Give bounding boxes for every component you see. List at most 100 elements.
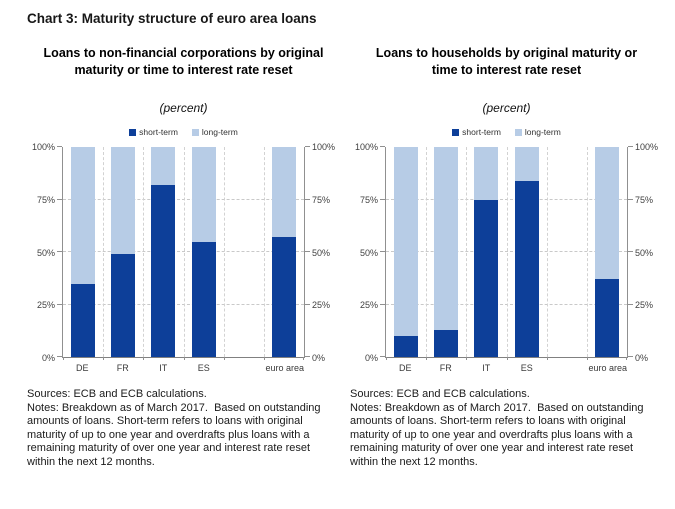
- x-axis-label: ES: [520, 363, 533, 373]
- gridline-vertical: [546, 147, 548, 357]
- x-axis-tick: [183, 357, 185, 360]
- y-axis-label: 25%: [359, 300, 378, 311]
- bar-segment-short-term: [191, 241, 216, 357]
- bar-segment-short-term: [394, 336, 419, 357]
- y-axis-tick: [628, 356, 633, 357]
- legend-label: short-term: [139, 127, 178, 137]
- x-axis-label: IT: [482, 363, 491, 373]
- y-axis-tick: [380, 303, 385, 305]
- stacked-bar-IT: [474, 147, 499, 357]
- stacked-bar-IT: [151, 147, 176, 357]
- y-axis-label: 0%: [635, 353, 649, 363]
- y-axis-tick: [628, 198, 633, 200]
- x-axis-tick: [223, 357, 225, 360]
- y-axis-tick: [305, 251, 310, 252]
- bar-segment-short-term: [514, 180, 539, 357]
- y-axis-label: 0%: [41, 353, 55, 363]
- y-axis-tick: [628, 146, 633, 147]
- bar-segment-long-term: [474, 147, 499, 200]
- y-axis-tick: [380, 146, 385, 147]
- legend-label: long-term: [201, 127, 238, 137]
- y-axis-label: 50%: [635, 247, 654, 258]
- x-axis-tick: [303, 357, 304, 360]
- bar-segment-short-term: [271, 237, 296, 357]
- x-axis-tick: [426, 357, 428, 360]
- bar-segment-short-term: [151, 184, 176, 357]
- x-axis-labels: DE FR IT ES euro area: [62, 358, 305, 374]
- legend-swatch-long-term-icon: [514, 128, 522, 136]
- plot-area: [380, 146, 633, 360]
- x-axis-tick: [143, 357, 145, 360]
- y-axis-label: 75%: [312, 194, 331, 205]
- y-axis-tick: [57, 303, 62, 305]
- y-axis-tick: [628, 303, 633, 305]
- y-axis-label: 50%: [36, 247, 55, 258]
- y-axis-label: 75%: [359, 194, 378, 205]
- bar-segment-long-term: [394, 147, 419, 336]
- x-axis-label: euro area: [588, 363, 628, 373]
- chart-panel-nfc: Loans to non-financial corporations by o…: [27, 45, 340, 469]
- y-axis-label: 75%: [36, 194, 55, 205]
- bar-segment-short-term: [434, 329, 459, 357]
- y-axis-right: 0% 25% 50% 75% 100%: [305, 142, 340, 363]
- chart-subtitle: (percent): [159, 101, 208, 115]
- y-axis-label: 100%: [312, 142, 336, 152]
- x-axis-label: FR: [439, 363, 452, 373]
- x-axis-label: IT: [159, 363, 168, 373]
- x-axis-label: ES: [197, 363, 210, 373]
- plot-mid: DE FR IT ES euro area: [57, 146, 310, 374]
- legend-item-short-term: short-term: [452, 127, 501, 137]
- stacked-bar-FR: [111, 147, 136, 357]
- bar-segment-short-term: [594, 279, 619, 357]
- y-axis-tick: [305, 146, 310, 147]
- legend-item-long-term: long-term: [514, 127, 561, 137]
- y-axis-tick: [628, 251, 633, 252]
- x-axis-label: euro area: [265, 363, 305, 373]
- plot-row: 0% 25% 50% 75% 100% DE FR IT ES euro area 0% 25% 5…: [350, 142, 663, 374]
- y-axis-tick: [57, 198, 62, 200]
- y-axis-tick: [380, 356, 385, 357]
- x-axis-tick: [103, 357, 105, 360]
- stacked-bar-DE: [394, 147, 419, 357]
- x-axis-tick: [386, 357, 387, 360]
- x-axis-tick: [263, 357, 265, 360]
- chart-footnote: Sources: ECB and ECB calculations. Notes…: [350, 388, 644, 468]
- x-axis-tick: [546, 357, 548, 360]
- page-title: Chart 3: Maturity structure of euro area…: [27, 11, 317, 26]
- x-axis-label: FR: [116, 363, 129, 373]
- legend-item-long-term: long-term: [191, 127, 238, 137]
- y-axis-label: 25%: [312, 300, 331, 311]
- gridline-vertical: [223, 147, 225, 357]
- stacked-bar-euro-area: [594, 147, 619, 357]
- bar-segment-short-term: [111, 254, 136, 357]
- x-axis-tick: [586, 357, 588, 360]
- y-axis-label: 25%: [635, 300, 654, 311]
- bar-segment-long-term: [71, 147, 96, 284]
- stacked-bar-ES: [514, 147, 539, 357]
- y-axis-label: 75%: [635, 194, 654, 205]
- bar-segment-long-term: [514, 147, 539, 181]
- legend-item-short-term: short-term: [129, 127, 178, 137]
- stacked-bar-DE: [71, 147, 96, 357]
- chart-panel-households: Loans to households by original maturity…: [350, 45, 663, 469]
- y-axis-left: 0% 25% 50% 75% 100%: [350, 142, 385, 363]
- y-axis-tick: [57, 356, 62, 357]
- y-axis-tick: [380, 251, 385, 252]
- legend-label: short-term: [462, 127, 501, 137]
- chart-subtitle: (percent): [482, 101, 531, 115]
- gridline-vertical: [506, 147, 508, 357]
- stacked-bar-ES: [191, 147, 216, 357]
- chart-legend: short-term long-term: [350, 123, 663, 141]
- y-axis-left: 0% 25% 50% 75% 100%: [27, 142, 62, 363]
- y-axis-right: 0% 25% 50% 75% 100%: [628, 142, 663, 363]
- y-axis-tick: [57, 146, 62, 147]
- gridline-vertical: [426, 147, 428, 357]
- x-axis-label: [224, 363, 265, 374]
- gridline-vertical: [586, 147, 588, 357]
- bar-segment-long-term: [111, 147, 136, 255]
- plot-row: 0% 25% 50% 75% 100% DE FR IT ES euro area 0% 25% 5…: [27, 142, 340, 374]
- x-axis-tick: [506, 357, 508, 360]
- bar-segment-long-term: [434, 147, 459, 330]
- bar-segment-short-term: [71, 283, 96, 357]
